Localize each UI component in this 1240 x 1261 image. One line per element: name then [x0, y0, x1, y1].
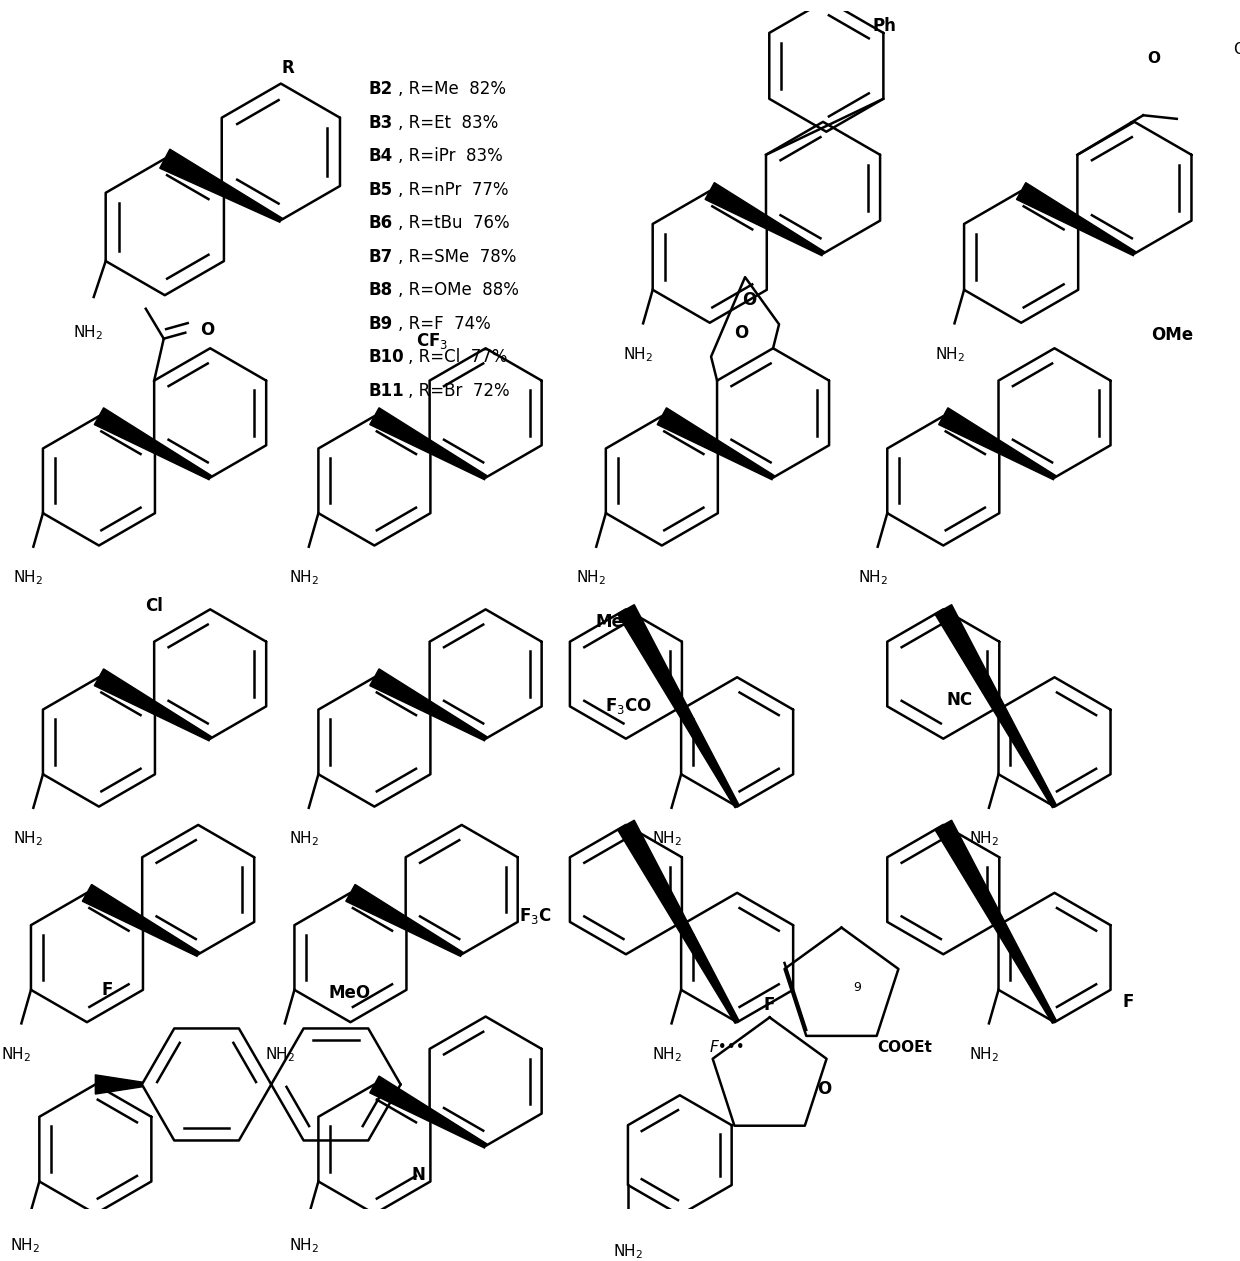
Polygon shape [939, 407, 1055, 479]
Text: MeO: MeO [329, 985, 371, 1002]
Text: , R=OMe  88%: , R=OMe 88% [398, 281, 520, 299]
Text: NH$_2$: NH$_2$ [14, 830, 43, 849]
Text: R: R [281, 59, 294, 77]
Text: F: F [102, 981, 113, 999]
Text: F$_3$C: F$_3$C [520, 905, 552, 926]
Text: B8: B8 [368, 281, 393, 299]
Text: 9: 9 [853, 981, 862, 994]
Text: B4: B4 [368, 148, 393, 165]
Polygon shape [95, 1074, 141, 1095]
Text: , R=nPr  77%: , R=nPr 77% [398, 180, 508, 199]
Text: NH$_2$: NH$_2$ [289, 1237, 319, 1255]
Text: O: O [200, 322, 215, 339]
Polygon shape [706, 183, 825, 256]
Text: NC: NC [947, 691, 973, 710]
Text: NH$_2$: NH$_2$ [624, 346, 653, 363]
Text: COOEt: COOEt [878, 1040, 932, 1055]
Text: O: O [817, 1081, 832, 1098]
Text: NH$_2$: NH$_2$ [289, 569, 319, 586]
Text: O: O [734, 324, 748, 342]
Text: , R=iPr  83%: , R=iPr 83% [398, 148, 503, 165]
Polygon shape [160, 149, 281, 222]
Text: B6: B6 [368, 214, 393, 232]
Polygon shape [1017, 183, 1136, 256]
Polygon shape [94, 407, 211, 479]
Text: O: O [742, 291, 756, 309]
Text: B11: B11 [368, 382, 404, 400]
Text: , R=F  74%: , R=F 74% [398, 315, 491, 333]
Text: NH$_2$: NH$_2$ [73, 323, 103, 342]
Polygon shape [82, 884, 200, 956]
Text: B7: B7 [368, 248, 393, 266]
Text: NH$_2$: NH$_2$ [14, 569, 43, 586]
Polygon shape [935, 604, 1056, 808]
Text: F•••: F••• [711, 1040, 745, 1055]
Polygon shape [618, 820, 739, 1024]
Text: Me: Me [595, 613, 624, 632]
Text: B2: B2 [368, 81, 393, 98]
Polygon shape [657, 407, 774, 479]
Text: B5: B5 [368, 180, 393, 199]
Text: , R=tBu  76%: , R=tBu 76% [398, 214, 510, 232]
Text: O: O [1148, 50, 1161, 66]
Text: NH$_2$: NH$_2$ [858, 569, 888, 586]
Text: CF$_3$: CF$_3$ [415, 330, 448, 351]
Text: NH$_2$: NH$_2$ [577, 569, 606, 586]
Text: F$_3$CO: F$_3$CO [605, 696, 652, 716]
Text: F: F [764, 996, 775, 1014]
Text: , R=Me  82%: , R=Me 82% [398, 81, 506, 98]
Text: B3: B3 [368, 113, 393, 131]
Text: O: O [1234, 42, 1240, 57]
Text: B9: B9 [368, 315, 393, 333]
Text: N: N [412, 1166, 425, 1184]
Text: OMe: OMe [1152, 327, 1194, 344]
Polygon shape [346, 884, 463, 956]
Polygon shape [370, 407, 487, 479]
Text: NH$_2$: NH$_2$ [935, 346, 965, 363]
Text: , R=Et  83%: , R=Et 83% [398, 113, 498, 131]
Polygon shape [935, 820, 1056, 1024]
Text: NH$_2$: NH$_2$ [968, 1045, 999, 1063]
Text: NH$_2$: NH$_2$ [968, 830, 999, 849]
Text: NH$_2$: NH$_2$ [265, 1045, 295, 1063]
Text: NH$_2$: NH$_2$ [652, 1045, 682, 1063]
Polygon shape [370, 1076, 487, 1148]
Text: , R=SMe  78%: , R=SMe 78% [398, 248, 517, 266]
Text: NH$_2$: NH$_2$ [1, 1045, 32, 1063]
Text: , R=Cl  77%: , R=Cl 77% [408, 348, 507, 367]
Text: NH$_2$: NH$_2$ [613, 1242, 644, 1261]
Text: NH$_2$: NH$_2$ [10, 1237, 40, 1255]
Text: NH$_2$: NH$_2$ [289, 830, 319, 849]
Text: , R=Br  72%: , R=Br 72% [408, 382, 510, 400]
Text: Ph: Ph [873, 18, 897, 35]
Text: F: F [1122, 992, 1133, 1011]
Text: B10: B10 [368, 348, 404, 367]
Text: NH$_2$: NH$_2$ [652, 830, 682, 849]
Polygon shape [618, 604, 739, 808]
Polygon shape [370, 668, 487, 740]
Polygon shape [94, 668, 211, 740]
Text: Cl: Cl [145, 598, 164, 615]
